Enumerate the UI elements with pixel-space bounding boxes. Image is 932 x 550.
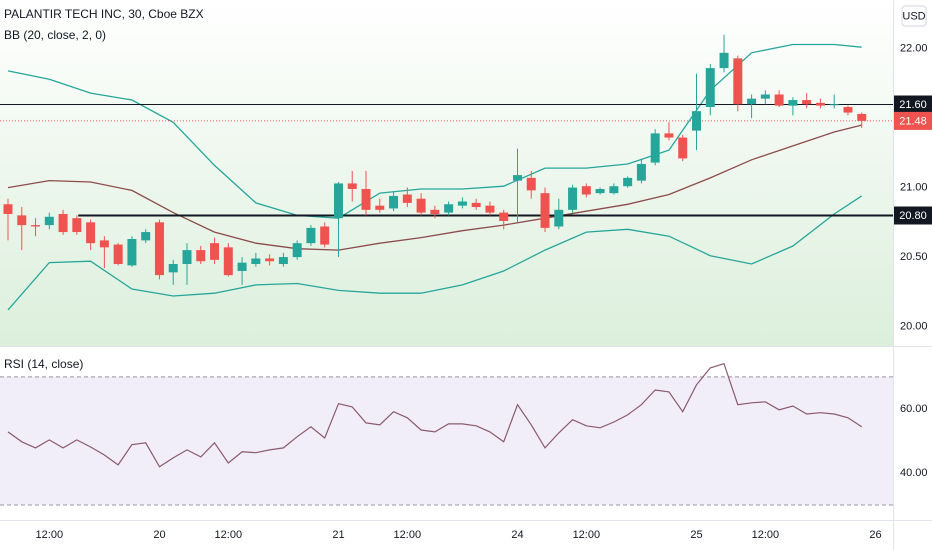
- candle-body: [733, 58, 743, 105]
- candle-body: [430, 209, 440, 214]
- candle-body: [278, 257, 288, 265]
- candle-body: [389, 195, 399, 209]
- x-tick-label: 12:00: [573, 529, 601, 541]
- candle-body: [402, 194, 412, 203]
- candle-body: [512, 175, 522, 181]
- candle-body: [774, 94, 784, 106]
- candle-body: [265, 258, 275, 262]
- candle-body: [747, 98, 757, 105]
- bb-lower: [7, 195, 863, 311]
- y-tick-label: 20.00: [900, 320, 928, 332]
- candle-body: [251, 258, 261, 265]
- candle-body: [141, 232, 151, 241]
- candle-body: [664, 133, 674, 138]
- y-tick-label: 21.00: [900, 181, 928, 193]
- chart-title: PALANTIR TECH INC, 30, Cboe BZX: [4, 7, 204, 21]
- candle-body: [31, 225, 41, 227]
- candle-body: [375, 205, 385, 210]
- x-tick-label: 24: [511, 529, 523, 541]
- candle-body: [568, 187, 578, 210]
- candle-body: [857, 113, 867, 121]
- candle-body: [86, 222, 96, 244]
- candle-body: [127, 239, 137, 266]
- candle-body: [719, 52, 729, 69]
- candle-body: [650, 133, 660, 163]
- candle-body: [815, 102, 825, 106]
- candle-body: [306, 227, 316, 244]
- candle-body: [636, 163, 646, 181]
- level-label: 21.60: [899, 99, 927, 111]
- candle-body: [99, 240, 109, 248]
- candle-body: [609, 186, 619, 194]
- currency-box[interactable]: [901, 5, 927, 27]
- indicator-title: BB (20, close, 2, 0): [4, 28, 106, 42]
- candle-body: [361, 188, 371, 210]
- candle-body: [705, 68, 715, 107]
- candle-body: [485, 205, 495, 213]
- candle-body: [237, 262, 247, 271]
- candle-body: [154, 222, 164, 276]
- level-label-box: [894, 95, 932, 114]
- rsi-title: RSI (14, close): [4, 357, 83, 371]
- candle-body: [595, 188, 605, 194]
- y-tick-label: 20.50: [900, 251, 928, 263]
- last-price-label: 21.48: [899, 115, 927, 127]
- candle-body: [333, 183, 343, 219]
- candle-body: [691, 111, 701, 131]
- y-tick-label: 22.00: [900, 43, 928, 55]
- candle-body: [3, 204, 13, 214]
- candle-body: [788, 100, 798, 106]
- candle-body: [58, 213, 68, 233]
- level-label-box: [894, 206, 932, 225]
- last-price-box: [894, 111, 932, 130]
- candle-body: [623, 177, 633, 187]
- candle-body: [554, 209, 564, 227]
- candle-body: [471, 202, 481, 208]
- x-tick-label: 12:00: [36, 529, 64, 541]
- x-tick-label: 21: [332, 529, 344, 541]
- candle-body: [223, 247, 233, 276]
- bb-upper: [7, 43, 862, 219]
- bb-basis: [7, 124, 862, 251]
- x-tick-label: 12:00: [394, 529, 422, 541]
- x-tick-label: 12:00: [752, 529, 780, 541]
- candle-body: [843, 106, 853, 113]
- y-tick-label: 60.00: [900, 403, 928, 415]
- candle-body: [540, 193, 550, 228]
- candle-body: [320, 226, 330, 245]
- candle-body: [444, 204, 454, 213]
- level-label: 20.80: [899, 210, 927, 222]
- x-tick-label: 25: [690, 529, 702, 541]
- currency[interactable]: USD: [902, 10, 925, 22]
- candle-body: [760, 94, 770, 99]
- x-tick-label: 20: [153, 529, 165, 541]
- candle-body: [802, 100, 812, 105]
- y-tick-label: 40.00: [900, 467, 928, 479]
- candle-body: [292, 243, 302, 258]
- candle-body: [210, 243, 220, 260]
- candle-body: [113, 244, 123, 265]
- candle-body: [829, 104, 839, 106]
- rsi-line: [7, 362, 863, 468]
- price-layer: 20.00 20.50 21.00 22.00 21.60 20.80 21.48: [0, 34, 932, 332]
- candle-body: [581, 186, 591, 195]
- candle-body: [416, 198, 426, 213]
- candle-body: [678, 137, 688, 159]
- candle-body: [499, 212, 509, 221]
- candle-body: [196, 250, 206, 262]
- rsi-band: [0, 376, 893, 505]
- candle-body: [72, 218, 82, 233]
- candle-body: [347, 183, 357, 189]
- candle-body: [526, 177, 536, 191]
- candle-body: [168, 264, 178, 273]
- candle-body: [17, 215, 27, 226]
- rsi-layer: 40.00 60.00: [0, 362, 928, 506]
- x-tick-label: 26: [869, 529, 881, 541]
- candle-body: [457, 201, 467, 206]
- candle-body: [182, 250, 192, 265]
- x-tick-label: 12:00: [215, 529, 243, 541]
- candle-body: [44, 216, 54, 226]
